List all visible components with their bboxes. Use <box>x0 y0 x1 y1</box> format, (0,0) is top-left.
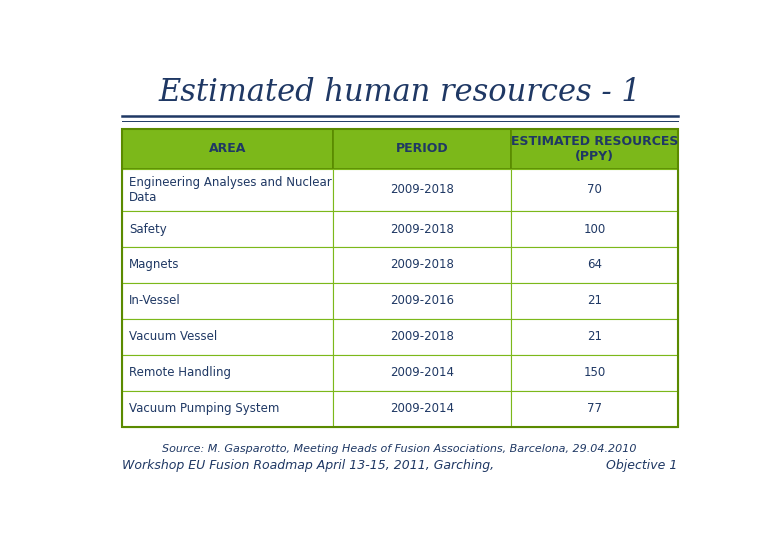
Text: Source: M. Gasparotto, Meeting Heads of Fusion Associations, Barcelona, 29.04.20: Source: M. Gasparotto, Meeting Heads of … <box>162 444 637 454</box>
Bar <box>333 168 511 211</box>
Text: In-Vessel: In-Vessel <box>129 294 181 307</box>
Bar <box>333 129 511 168</box>
Text: 2009-2014: 2009-2014 <box>390 366 454 379</box>
Text: 77: 77 <box>587 402 602 415</box>
Text: Vacuum Pumping System: Vacuum Pumping System <box>129 402 279 415</box>
Bar <box>511 283 678 319</box>
Bar <box>122 211 333 247</box>
Text: ESTIMATED RESOURCES
(PPY): ESTIMATED RESOURCES (PPY) <box>511 135 678 163</box>
Text: 2009-2016: 2009-2016 <box>390 294 454 307</box>
Bar <box>122 283 333 319</box>
Text: Engineering Analyses and Nuclear
Data: Engineering Analyses and Nuclear Data <box>129 176 332 204</box>
Bar <box>122 390 333 427</box>
Text: Vacuum Vessel: Vacuum Vessel <box>129 330 217 343</box>
Text: Estimated human resources - 1: Estimated human resources - 1 <box>158 77 641 109</box>
Bar <box>511 355 678 390</box>
Bar <box>511 129 678 168</box>
Bar <box>122 247 333 283</box>
Bar <box>511 211 678 247</box>
Bar <box>122 355 333 390</box>
Text: 2009-2018: 2009-2018 <box>390 259 454 272</box>
Text: Workshop EU Fusion Roadmap April 13-15, 2011, Garching,: Workshop EU Fusion Roadmap April 13-15, … <box>122 460 494 472</box>
Text: Remote Handling: Remote Handling <box>129 366 231 379</box>
Text: Magnets: Magnets <box>129 259 179 272</box>
Bar <box>122 168 333 211</box>
Text: 70: 70 <box>587 184 602 197</box>
Bar <box>122 319 333 355</box>
Bar <box>333 319 511 355</box>
Text: 100: 100 <box>583 222 605 235</box>
Bar <box>333 390 511 427</box>
Text: 2009-2018: 2009-2018 <box>390 184 454 197</box>
Bar <box>511 390 678 427</box>
Bar <box>333 355 511 390</box>
Bar <box>333 247 511 283</box>
Text: 2009-2018: 2009-2018 <box>390 222 454 235</box>
Text: 64: 64 <box>587 259 602 272</box>
Bar <box>122 129 333 168</box>
Text: PERIOD: PERIOD <box>395 143 448 156</box>
Text: 150: 150 <box>583 366 605 379</box>
Text: 21: 21 <box>587 330 602 343</box>
Bar <box>333 283 511 319</box>
Text: Safety: Safety <box>129 222 167 235</box>
Bar <box>122 129 678 427</box>
Bar <box>511 168 678 211</box>
Text: AREA: AREA <box>209 143 246 156</box>
Text: 2009-2014: 2009-2014 <box>390 402 454 415</box>
Bar <box>511 319 678 355</box>
Text: 21: 21 <box>587 294 602 307</box>
Text: Objective 1: Objective 1 <box>606 460 678 472</box>
Bar <box>511 247 678 283</box>
Text: 2009-2018: 2009-2018 <box>390 330 454 343</box>
Bar <box>333 211 511 247</box>
